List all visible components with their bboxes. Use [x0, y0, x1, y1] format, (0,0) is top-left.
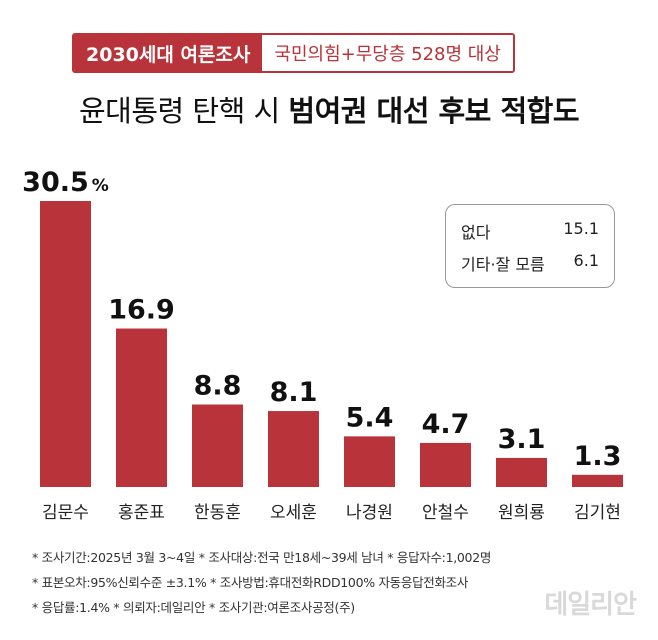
chart-title: 윤대통령 탄핵 시 범여권 대선 후보 적합도 — [0, 88, 658, 130]
other-label: 기타·잘 모름 — [461, 255, 545, 274]
bar — [40, 201, 91, 487]
category-label: 홍준표 — [118, 503, 165, 523]
category-label: 원희룡 — [498, 503, 545, 523]
banner-target-label: 국민의힘+무당층 528명 대상 — [262, 35, 513, 71]
bar-value-label: 30.5% — [22, 167, 109, 198]
survey-banner: 2030세대 여론조사 국민의힘+무당층 528명 대상 — [72, 33, 515, 73]
other-value: 6.1 — [573, 251, 599, 270]
category-label: 한동훈 — [194, 503, 241, 523]
unit-label: % — [92, 176, 109, 196]
category-label: 안철수 — [422, 503, 469, 523]
category-label: 오세훈 — [270, 503, 317, 523]
other-row-none: 없다 15.1 — [461, 219, 599, 243]
bar — [420, 442, 471, 487]
other-responses-box: 없다 15.1 기타·잘 모름 6.1 — [445, 204, 615, 288]
bar-value-label: 8.1 — [270, 377, 318, 408]
bar-value-label: 1.3 — [574, 441, 622, 472]
other-row-unknown: 기타·잘 모름 6.1 — [461, 251, 599, 275]
bar-value-label: 3.1 — [498, 424, 546, 455]
bar-value-label: 4.7 — [422, 409, 470, 440]
bar-chart: 30.5 % 김문수 16.9 홍준표 8.8 한동훈 8.1 오세훈 5.4 나경원 4.7 안철수 3… — [22, 167, 623, 523]
category-label: 나경원 — [346, 503, 393, 523]
bar-value-label: 5.4 — [346, 402, 394, 433]
bar — [496, 457, 547, 487]
bar — [192, 404, 243, 487]
bar-value-label: 8.8 — [194, 370, 242, 401]
brand-watermark: 데일리안 — [544, 590, 637, 620]
note-line: * 조사기간:2025년 3월 3~4일 * 조사대상:전국 만18세~39세 … — [32, 550, 492, 565]
bar-value-label: 16.9 — [108, 295, 175, 326]
bar — [344, 436, 395, 487]
note-line: * 표본오차:95%신뢰수준 ±3.1% * 조사방법:휴대전화RDD100% … — [32, 575, 469, 590]
category-label: 김문수 — [42, 503, 89, 523]
note-line: * 응답률:1.4% * 의뢰자:데일리안 * 조사기관:여론조사공정(주) — [32, 600, 355, 615]
other-value: 15.1 — [563, 219, 599, 238]
category-label: 김기현 — [574, 503, 621, 523]
other-label: 없다 — [461, 223, 491, 242]
bar — [116, 328, 167, 487]
title-bold-part: 범여권 대선 후보 적합도 — [288, 94, 579, 128]
banner-survey-label: 2030세대 여론조사 — [74, 35, 263, 71]
title-normal-part: 윤대통령 탄핵 시 — [78, 94, 289, 128]
bar — [268, 411, 319, 487]
bar — [572, 474, 623, 487]
survey-notes: * 조사기간:2025년 3월 3~4일 * 조사대상:전국 만18세~39세 … — [32, 545, 491, 620]
